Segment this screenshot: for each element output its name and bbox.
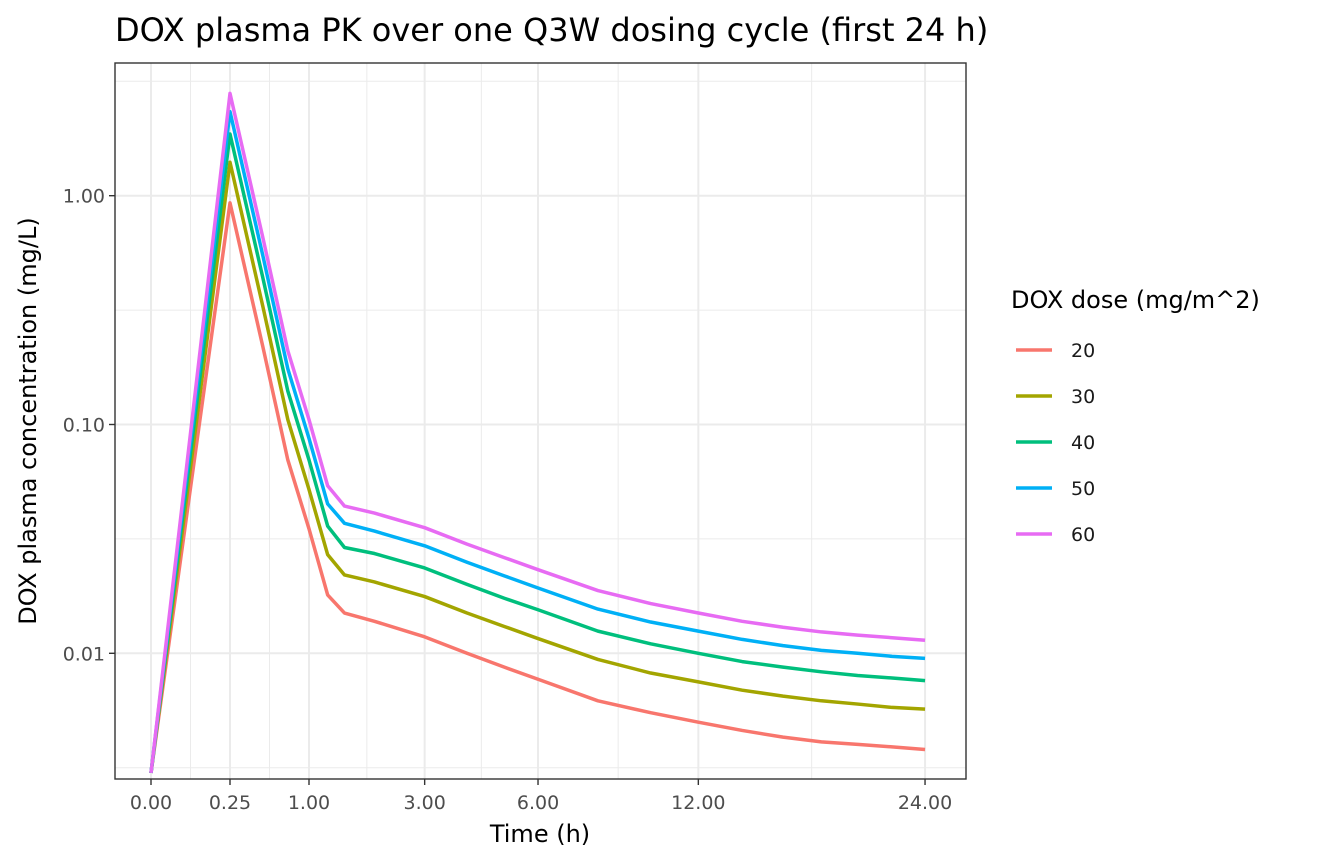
series-line-20 bbox=[149, 201, 926, 774]
legend-label-60: 60 bbox=[1071, 524, 1095, 546]
legend-label-20: 20 bbox=[1071, 340, 1095, 362]
series-line-60 bbox=[149, 91, 926, 774]
x-tick-label: 0.00 bbox=[130, 792, 172, 814]
series-line-30 bbox=[149, 160, 926, 774]
legend: DOX dose (mg/m^2) 20 30 40 50 60 bbox=[1011, 286, 1260, 546]
x-tick-label: 1.00 bbox=[288, 792, 330, 814]
series-lines bbox=[149, 91, 926, 774]
y-tick-label: 0.10 bbox=[63, 415, 105, 437]
chart-title: DOX plasma PK over one Q3W dosing cycle … bbox=[115, 11, 988, 49]
minor-gridlines bbox=[115, 63, 966, 779]
y-axis-title: DOX plasma concentration (mg/L) bbox=[14, 217, 42, 624]
series-line-50 bbox=[149, 109, 926, 774]
x-tick-label: 24.00 bbox=[898, 792, 952, 814]
legend-label-50: 50 bbox=[1071, 478, 1095, 500]
legend-label-30: 30 bbox=[1071, 386, 1095, 408]
x-axis: 0.00 0.25 1.00 3.00 6.00 12.00 24.00 bbox=[130, 779, 952, 814]
y-tick-label: 0.01 bbox=[63, 643, 105, 665]
x-tick-label: 6.00 bbox=[517, 792, 559, 814]
plot-panel-border bbox=[114, 62, 967, 780]
series-line-40 bbox=[149, 132, 926, 774]
y-tick-label: 1.00 bbox=[63, 186, 105, 208]
x-axis-title: Time (h) bbox=[489, 820, 590, 848]
y-axis: 0.01 0.10 1.00 bbox=[63, 186, 115, 665]
legend-title: DOX dose (mg/m^2) bbox=[1011, 286, 1260, 314]
x-tick-label: 12.00 bbox=[671, 792, 725, 814]
x-tick-label: 0.25 bbox=[209, 792, 251, 814]
x-tick-label: 3.00 bbox=[404, 792, 446, 814]
legend-label-40: 40 bbox=[1071, 432, 1095, 454]
